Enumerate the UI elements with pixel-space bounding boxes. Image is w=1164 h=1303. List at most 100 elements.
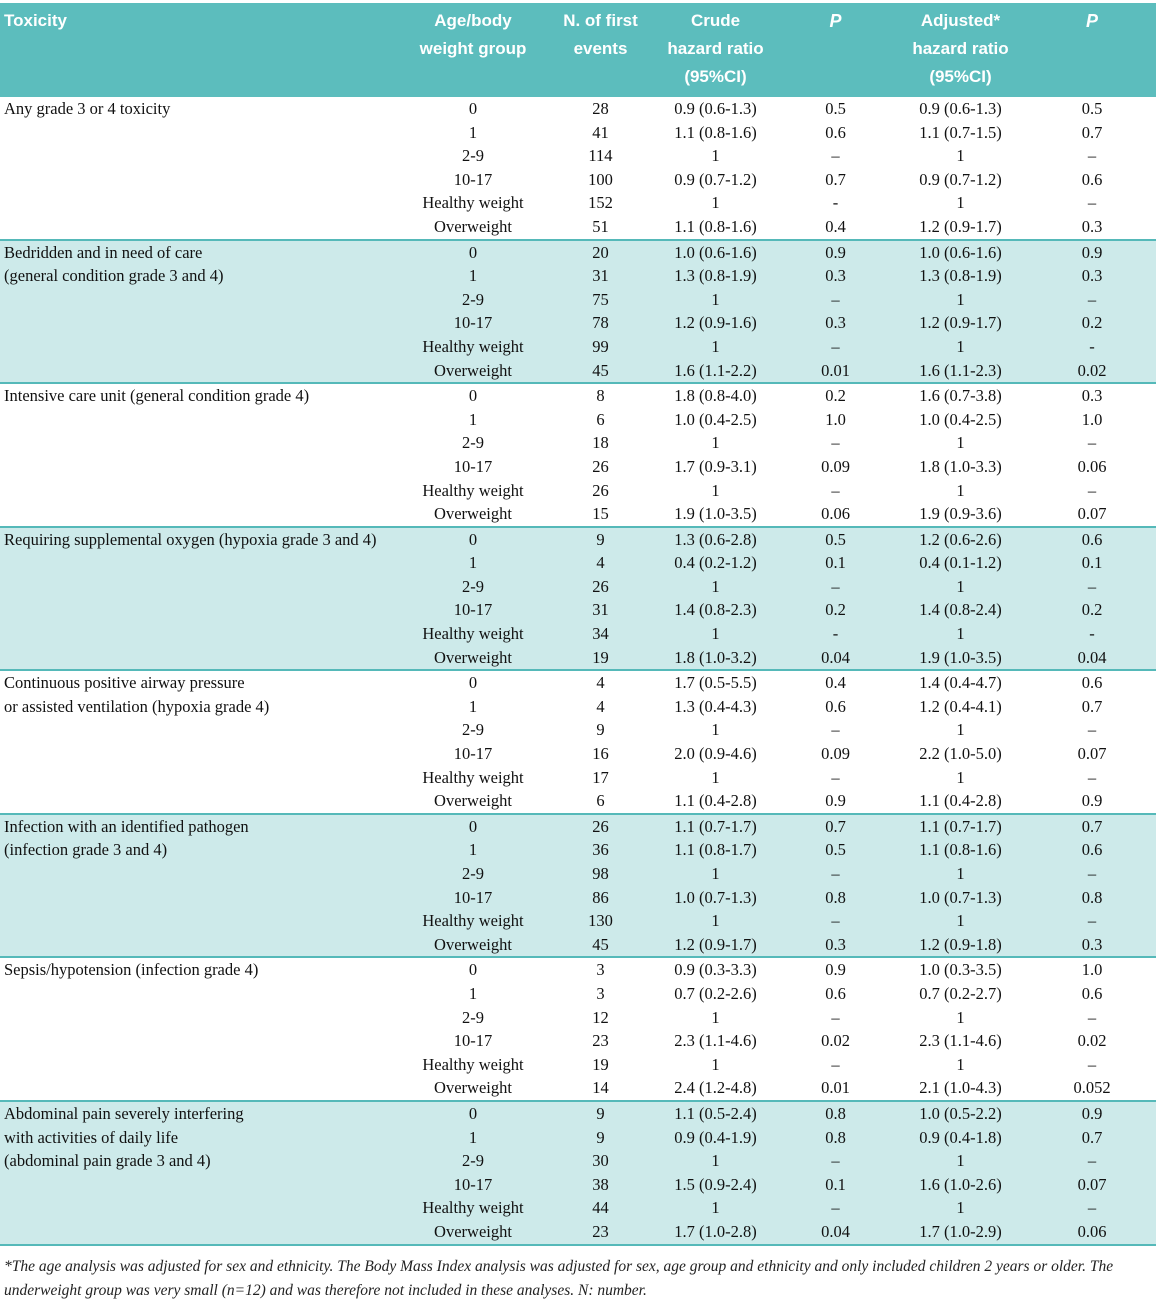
crude-p-cell: 0.7	[778, 813, 893, 839]
adjusted-p-cell: 0.5	[1081, 99, 1103, 118]
adjusted-hr-cell: 1.2 (0.4-4.1)	[919, 696, 1002, 716]
crude-hr-cell: 0.7 (0.2-2.6)	[674, 983, 757, 1003]
table-row: 1 41 1.1 (0.8-1.6) 0.6 1.1 (0.7-1.5) 0.7	[0, 121, 1156, 145]
n-events-cell: 14	[592, 1078, 609, 1098]
crude-hr-cell: 0.9 (0.7-1.2)	[674, 169, 757, 189]
age-group-cell: Healthy weight	[422, 480, 524, 500]
crude-p-cell: –	[831, 146, 840, 166]
table-row: 2-9 75 1–1–	[0, 287, 1156, 312]
table-row: 2-9 98 1–1–	[0, 862, 1156, 886]
crude-hr-cell: 1	[711, 146, 720, 166]
adjusted-hr-cell: 1.2 (0.9-1.7)	[893, 311, 1028, 335]
crude-p-cell: 0.4	[825, 216, 846, 236]
crude-p-cell: –	[831, 1007, 840, 1027]
column-header-adjusted-hazard-ratio: Adjusted* hazard ratio (95%CI)	[893, 3, 1028, 97]
crude-p-cell: 0.2	[778, 598, 893, 623]
table-row: 1 4 1.3 (0.4-4.3) 0.6 1.2 (0.4-4.1) 0.7	[0, 695, 1156, 719]
n-events-cell: 6	[596, 791, 605, 811]
table-row: Overweight 51 1.1 (0.8-1.6) 0.4 1.2 (0.9-1.7…	[0, 215, 1156, 240]
adjusted-hr-cell: 1.6 (1.1-2.3)	[893, 358, 1028, 384]
age-group-cell: 10-17	[398, 1172, 548, 1197]
n-events-cell: 16	[592, 744, 609, 764]
adjusted-p-cell: 0.7	[1028, 813, 1156, 839]
n-events-cell: 9	[548, 526, 653, 552]
crude-hr-cell: 1.4 (0.8-2.3)	[653, 598, 778, 623]
adjusted-hr-cell: 1.4 (0.8-2.4)	[893, 598, 1028, 623]
column-header-age-body-weight-group: Age/body weight group	[398, 3, 548, 97]
table-row: Healthy weight 44 1–1–	[0, 1196, 1156, 1220]
n-events-cell: 36	[548, 838, 653, 862]
toxicity-table: Toxicity Age/body weight group N. of fir…	[0, 3, 1156, 1246]
crude-p-cell: 0.02	[821, 1031, 850, 1051]
n-events-cell: 41	[592, 122, 609, 142]
adjusted-p-cell: –	[1087, 146, 1097, 166]
age-group-cell: 1	[398, 264, 548, 288]
adjusted-p-cell: –	[1087, 1007, 1097, 1027]
age-group-cell: 0	[468, 673, 478, 693]
crude-hr-cell: 1.1 (0.8-1.7)	[653, 838, 778, 862]
column-header-crude-p: P	[778, 3, 893, 97]
crude-p-cell: 0.3	[778, 311, 893, 335]
n-events-cell: 78	[548, 311, 653, 335]
age-group-cell: 2-9	[398, 574, 548, 599]
age-group-cell: 2-9	[462, 1007, 484, 1027]
age-group-cell: 10-17	[453, 169, 493, 189]
adjusted-p-cell: 0.8	[1028, 885, 1156, 910]
table-row: 2-9 9 1 – 1 –	[0, 718, 1156, 742]
n-events-cell: 23	[548, 1219, 653, 1245]
adjusted-p-cell: 0.06	[1077, 456, 1107, 476]
crude-hr-cell: 2.0 (0.9-4.6)	[674, 744, 757, 764]
age-group-cell: Healthy weight	[422, 767, 524, 787]
crude-p-cell: –	[778, 909, 893, 933]
n-events-cell: 4	[596, 673, 605, 693]
crude-hr-cell: 0.9 (0.3-3.3)	[674, 960, 757, 980]
crude-hr-cell: 1	[711, 720, 720, 740]
adjusted-p-cell: 0.2	[1028, 311, 1156, 335]
table-row: 1 6 1.0 (0.4-2.5) 1.0 1.0 (0.4-2.5) 1.0	[0, 408, 1156, 432]
adjusted-hr-cell: 2.3 (1.1-4.6)	[919, 1031, 1002, 1051]
age-group-cell: 10-17	[453, 1031, 493, 1051]
crude-hr-cell: 1	[711, 1054, 720, 1074]
crude-hr-cell: 1	[711, 767, 720, 787]
n-events-cell: 34	[548, 622, 653, 646]
n-events-cell: 6	[596, 409, 605, 429]
adjusted-hr-cell: 1.4 (0.4-4.7)	[919, 673, 1002, 693]
crude-hr-cell: 1.1 (0.7-1.7)	[653, 813, 778, 839]
table-row: 1 31 1.3 (0.8-1.9) 0.3 1.3 (0.8-1.9) 0.3	[0, 264, 1156, 288]
adjusted-p-cell: –	[1087, 193, 1097, 213]
table-row: Healthy weight 17 1 – 1 –	[0, 766, 1156, 790]
toxicity-label: Intensive care unit (general condition g…	[4, 386, 310, 406]
table-row: Continuous positive airway pressure or a…	[0, 670, 1156, 716]
crude-p-cell: 0.09	[821, 456, 850, 476]
crude-p-cell: –	[778, 862, 893, 886]
adjusted-hr-cell: 1	[893, 287, 1028, 312]
crude-p-cell: 0.9	[778, 239, 893, 265]
table-row: Healthy weight 19 1 – 1 –	[0, 1053, 1156, 1077]
toxicity-section-3: Requiring supplemental oxygen (hypoxia g…	[0, 526, 1156, 671]
n-events-cell: 86	[548, 885, 653, 910]
n-events-cell: 30	[548, 1149, 653, 1173]
adjusted-hr-cell: 1.0 (0.4-2.5)	[919, 409, 1002, 429]
crude-hr-cell: 1.2 (0.9-1.7)	[653, 932, 778, 958]
crude-p-cell: 0.04	[778, 645, 893, 671]
crude-hr-cell: 1	[711, 480, 720, 500]
adjusted-hr-cell: 1	[893, 909, 1028, 933]
n-events-cell: 3	[596, 960, 605, 980]
column-header-toxicity: Toxicity	[0, 3, 398, 97]
adjusted-p-cell: 0.7	[1081, 696, 1103, 716]
crude-p-cell: –	[778, 334, 893, 359]
adjusted-p-cell: 0.07	[1077, 744, 1107, 764]
adjusted-p-cell: 0.9	[1028, 239, 1156, 265]
table-row: 10-17 38 1.5 (0.9-2.4) 0.1 1.6 (1.0-2.6) 0.07	[0, 1172, 1156, 1197]
crude-hr-cell: 1	[653, 909, 778, 933]
crude-p-cell: –	[778, 574, 893, 599]
age-group-cell: 1	[398, 838, 548, 862]
adjusted-p-cell: 0.02	[1028, 358, 1156, 384]
adjusted-p-cell: 0.7	[1081, 122, 1103, 142]
age-group-cell: 2-9	[398, 1149, 548, 1173]
age-group-cell: 1	[468, 696, 478, 716]
crude-hr-cell: 1	[653, 622, 778, 646]
adjusted-hr-cell: 1.2 (0.9-1.7)	[919, 216, 1002, 236]
crude-hr-cell: 1	[711, 1007, 720, 1027]
crude-p-cell: 0.9	[825, 791, 846, 811]
